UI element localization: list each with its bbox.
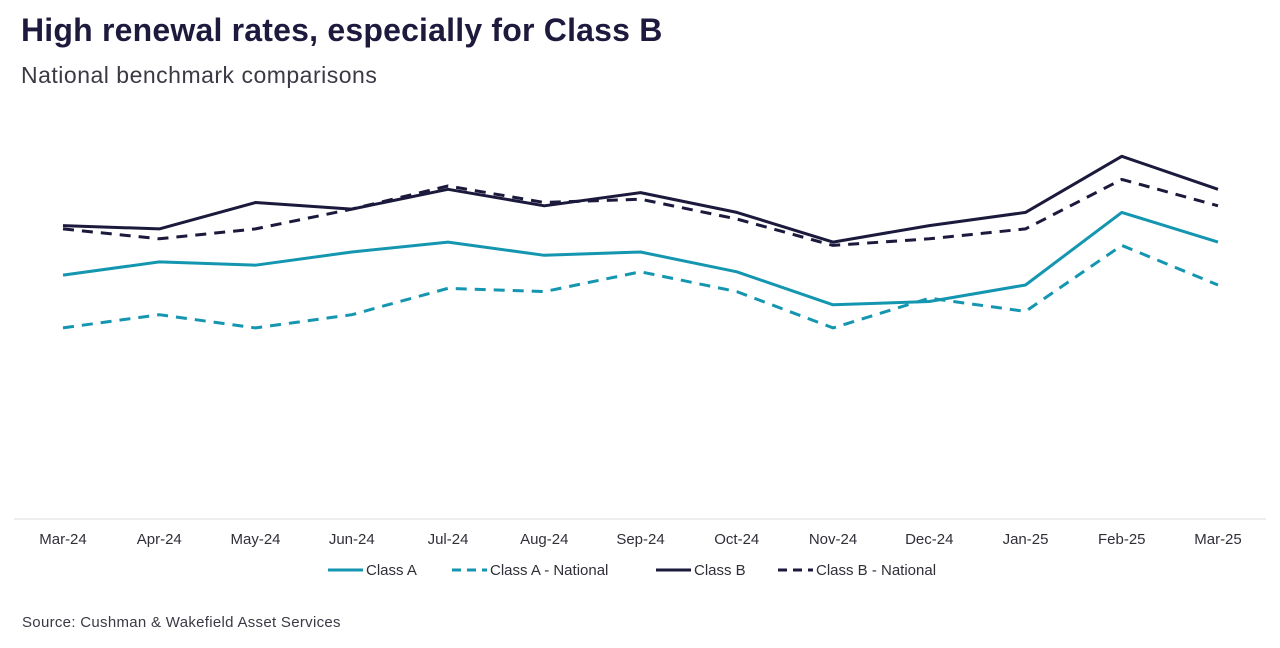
legend-label: Class B - National bbox=[816, 562, 936, 579]
x-tick-label: Nov-24 bbox=[809, 531, 857, 548]
legend-label: Class A - National bbox=[490, 562, 608, 579]
data-point bbox=[926, 295, 932, 301]
data-point bbox=[1215, 239, 1221, 245]
line-chart: Mar-24 Apr-24 May-24 Jun-24 Jul-24 Aug-24 Sep-… bbox=[14, 153, 1266, 579]
data-point bbox=[734, 209, 740, 215]
data-point bbox=[1023, 308, 1029, 314]
data-point bbox=[156, 236, 162, 242]
x-tick-label: Feb-25 bbox=[1098, 531, 1146, 548]
series-layer bbox=[60, 153, 1221, 331]
data-point bbox=[445, 183, 451, 189]
data-point bbox=[445, 285, 451, 291]
data-point bbox=[926, 223, 932, 229]
x-tick-label: Mar-24 bbox=[39, 531, 87, 548]
data-point bbox=[638, 196, 644, 202]
data-point bbox=[638, 190, 644, 196]
data-point bbox=[156, 226, 162, 232]
data-point bbox=[349, 249, 355, 255]
data-point bbox=[156, 312, 162, 318]
x-tick-label: Aug-24 bbox=[520, 531, 568, 548]
data-point bbox=[926, 236, 932, 242]
data-point bbox=[156, 259, 162, 265]
x-tick-label: Jun-24 bbox=[329, 531, 375, 548]
data-point bbox=[253, 325, 259, 331]
data-point bbox=[1023, 282, 1029, 288]
x-tick-labels: Mar-24 Apr-24 May-24 Jun-24 Jul-24 Aug-24 Sep-… bbox=[39, 531, 1242, 548]
series-line-class-b-national bbox=[62, 177, 1219, 247]
chart-title: High renewal rates, especially for Class… bbox=[21, 12, 663, 48]
data-point bbox=[638, 249, 644, 255]
data-point bbox=[445, 239, 451, 245]
data-point bbox=[830, 302, 836, 308]
data-point bbox=[830, 242, 836, 248]
data-point bbox=[541, 289, 547, 295]
data-point bbox=[253, 200, 259, 206]
series-line-class-a bbox=[62, 210, 1219, 307]
data-point bbox=[1215, 186, 1221, 192]
data-point bbox=[60, 325, 66, 331]
data-point bbox=[253, 226, 259, 232]
data-point bbox=[541, 252, 547, 258]
data-point bbox=[1023, 209, 1029, 215]
x-tick-label: Dec-24 bbox=[905, 531, 953, 548]
x-tick-label: Oct-24 bbox=[714, 531, 759, 548]
data-point bbox=[1215, 203, 1221, 209]
x-tick-label: Apr-24 bbox=[137, 531, 182, 548]
data-point bbox=[1119, 242, 1125, 248]
x-tick-label: May-24 bbox=[230, 531, 280, 548]
source-note: Source: Cushman & Wakefield Asset Servic… bbox=[22, 614, 341, 631]
series-line-class-b bbox=[62, 154, 1219, 244]
data-point bbox=[60, 272, 66, 278]
data-point bbox=[349, 312, 355, 318]
data-point bbox=[1119, 176, 1125, 182]
data-point bbox=[638, 269, 644, 275]
data-point bbox=[253, 262, 259, 268]
data-point bbox=[734, 289, 740, 295]
data-point bbox=[1023, 226, 1029, 232]
data-point bbox=[60, 226, 66, 232]
data-point bbox=[830, 325, 836, 331]
series-line-class-a-national bbox=[62, 243, 1219, 330]
data-point bbox=[1215, 282, 1221, 288]
x-tick-label: Jan-25 bbox=[1003, 531, 1049, 548]
data-point bbox=[1119, 153, 1125, 159]
data-point bbox=[349, 206, 355, 212]
data-point bbox=[734, 216, 740, 222]
legend-label: Class B bbox=[694, 562, 746, 579]
data-point bbox=[1119, 209, 1125, 215]
data-point bbox=[541, 200, 547, 206]
x-tick-label: Jul-24 bbox=[428, 531, 469, 548]
chart-subtitle: National benchmark comparisons bbox=[21, 62, 378, 88]
legend-label: Class A bbox=[366, 562, 417, 579]
legend: Class A Class A - National Class B Class B … bbox=[328, 562, 936, 579]
x-tick-label: Mar-25 bbox=[1194, 531, 1242, 548]
x-tick-label: Sep-24 bbox=[616, 531, 664, 548]
data-point bbox=[734, 269, 740, 275]
